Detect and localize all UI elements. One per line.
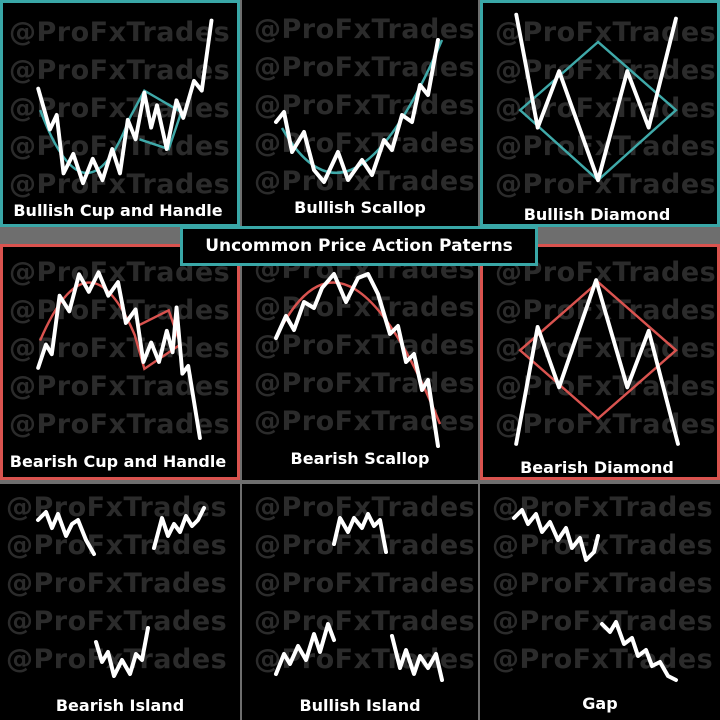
price-line: [274, 38, 440, 184]
panel-bearish-cup-and-handle: @ProFxTrades @ProFxTrades @ProFxTrades @…: [0, 244, 240, 480]
watermark: @ProFxTrades: [254, 368, 476, 399]
price-line: [274, 272, 440, 448]
scallop-curve: [280, 39, 444, 174]
caption: Bearish Cup and Handle: [9, 452, 227, 471]
price-line-right: [390, 634, 444, 682]
bearish-scallop-chart: [274, 272, 442, 448]
bearish-cup-and-handle-chart: [36, 270, 202, 440]
watermark: @ProFxTrades: [254, 568, 476, 599]
gap-chart: [512, 508, 678, 682]
watermark: @ProFxTrades: [9, 131, 231, 162]
watermark: @ProFxTrades: [495, 371, 717, 402]
bullish-cup-and-handle-chart: [36, 18, 214, 186]
bearish-diamond-chart: [514, 278, 680, 446]
caption: Bearish Diamond: [520, 458, 674, 477]
caption: Bullish Island: [299, 696, 421, 715]
price-line: [514, 278, 680, 446]
diamond-outline: [518, 280, 678, 421]
price-line-island: [94, 626, 150, 678]
watermark: @ProFxTrades: [6, 606, 228, 637]
caption: Bullish Cup and Handle: [13, 201, 223, 220]
caption: Bearish Scallop: [290, 449, 430, 468]
watermark: @ProFxTrades: [254, 330, 476, 361]
bearish-island-chart: [36, 506, 206, 678]
watermark: @ProFxTrades: [254, 90, 476, 121]
price-line-left: [36, 510, 96, 556]
watermark: @ProFxTrades: [495, 17, 717, 48]
watermark: @ProFxTrades: [254, 530, 476, 561]
panel-bearish-scallop: @ProFxTrades @ProFxTrades @ProFxTrades @…: [242, 244, 478, 480]
panel-bearish-diamond: @ProFxTrades @ProFxTrades @ProFxTrades @…: [480, 244, 720, 480]
watermark: @ProFxTrades: [254, 606, 476, 637]
watermark: @ProFxTrades: [254, 52, 476, 83]
price-line: [36, 270, 202, 440]
watermark: @ProFxTrades: [495, 409, 717, 440]
watermark: @ProFxTrades: [495, 55, 717, 86]
price-line-after-gap: [600, 620, 678, 682]
bullish-scallop-chart: [274, 38, 444, 184]
panel-bullish-diamond: @ProFxTrades @ProFxTrades @ProFxTrades @…: [480, 0, 720, 227]
price-line-left: [274, 622, 336, 676]
watermark: @ProFxTrades: [492, 568, 714, 599]
panel-bullish-scallop: @ProFxTrades @ProFxTrades @ProFxTrades @…: [242, 0, 478, 227]
panel-bullish-cup-and-handle: @ProFxTrades @ProFxTrades @ProFxTrades @…: [0, 0, 240, 227]
watermark: @ProFxTrades: [492, 606, 714, 637]
watermark: @ProFxTrades: [254, 166, 476, 197]
caption: Bullish Diamond: [523, 205, 671, 224]
panel-bearish-island: @ProFxTrades @ProFxTrades @ProFxTrades @…: [0, 484, 240, 720]
caption: Bearish Island: [55, 696, 185, 715]
watermark: @ProFxTrades: [9, 17, 231, 48]
panel-gap: @ProFxTrades @ProFxTrades @ProFxTrades @…: [480, 484, 720, 720]
price-line-right: [152, 506, 206, 550]
watermark: @ProFxTrades: [6, 530, 228, 561]
watermark: @ProFxTrades: [6, 568, 228, 599]
bullish-island-chart: [274, 512, 444, 682]
watermark: @ProFxTrades: [492, 644, 714, 675]
caption: Gap: [582, 694, 618, 713]
price-line-island: [332, 512, 388, 554]
page-title: Uncommon Price Action Paterns: [180, 226, 538, 266]
watermark: @ProFxTrades: [9, 409, 231, 440]
price-line: [36, 18, 214, 186]
price-line: [514, 12, 678, 183]
caption: Bullish Scallop: [294, 198, 426, 217]
bullish-diamond-chart: [514, 12, 678, 183]
price-line-before-gap: [512, 508, 600, 562]
watermark: @ProFxTrades: [492, 530, 714, 561]
watermark: @ProFxTrades: [492, 492, 714, 523]
panel-bullish-island: @ProFxTrades @ProFxTrades @ProFxTrades @…: [242, 484, 478, 720]
watermark: @ProFxTrades: [9, 295, 231, 326]
